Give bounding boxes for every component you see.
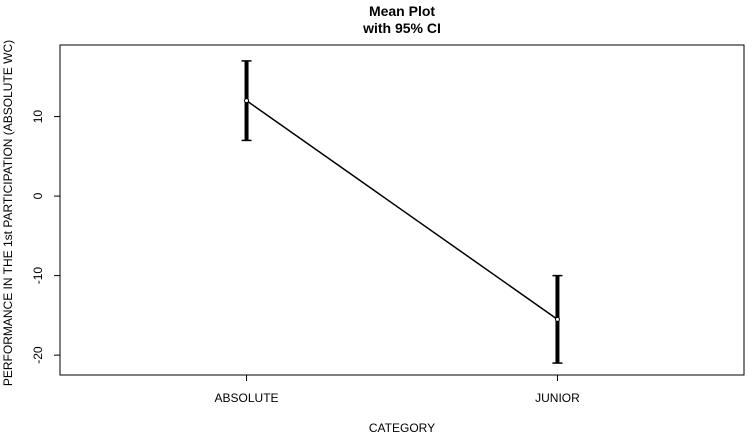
y-tick-label: -10	[31, 267, 45, 285]
chart-title: Mean Plot	[369, 3, 435, 19]
y-tick-label: 0	[31, 192, 45, 199]
x-axis: ABSOLUTE JUNIOR	[215, 375, 580, 405]
mean-point	[244, 98, 250, 104]
x-axis-label: CATEGORY	[369, 421, 435, 435]
series-layer	[241, 60, 563, 364]
y-axis-label: PERFORMANCE IN THE 1st PARTICIPATION (AB…	[1, 40, 15, 386]
x-tick-label: ABSOLUTE	[215, 391, 279, 405]
plot-frame	[59, 44, 745, 376]
y-tick-label: 10	[31, 110, 45, 124]
y-tick-label: -20	[31, 346, 45, 364]
x-tick-label: JUNIOR	[535, 391, 580, 405]
mean-point	[554, 316, 560, 322]
mean-line	[246, 100, 558, 320]
chart-subtitle: with 95% CI	[362, 20, 441, 36]
y-axis: -20 -10 0 10	[31, 110, 60, 364]
